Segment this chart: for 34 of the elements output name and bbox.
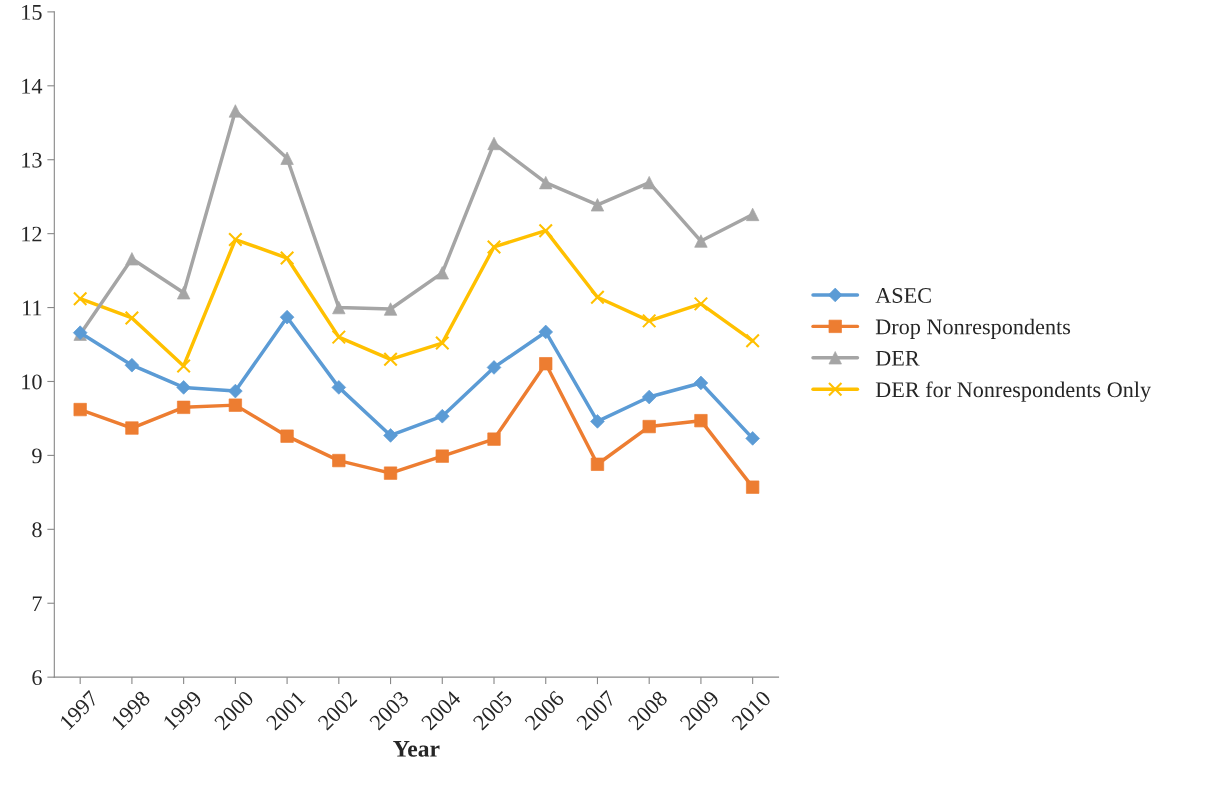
y-tick-label: 13 (22, 152, 42, 168)
y-tick-label: 6 (32, 670, 42, 686)
point (693, 296, 709, 312)
y-tick-label: 12 (22, 226, 42, 242)
point (331, 329, 347, 345)
y-tick-label: 15 (22, 4, 42, 20)
y-tick-label: 10 (22, 374, 42, 390)
legend-label: DER for Nonrespondents Only (875, 381, 1152, 402)
point (124, 310, 140, 326)
point (176, 358, 191, 374)
point (538, 223, 554, 238)
point (538, 324, 553, 340)
y-tick-label: 9 (32, 448, 42, 464)
y-tick-label: 7 (32, 596, 42, 611)
point (590, 457, 605, 471)
legend-label: DER (875, 351, 920, 366)
x-axis-title: Year (393, 741, 440, 757)
point (279, 250, 295, 266)
point (486, 239, 502, 255)
y-tick-label: 14 (22, 78, 43, 94)
point (641, 313, 657, 329)
point (331, 380, 347, 395)
point (72, 291, 88, 306)
y-tick-label: 11 (23, 300, 42, 316)
point (434, 335, 450, 351)
legend-label: ASEC (875, 288, 931, 303)
point (228, 232, 243, 247)
point (745, 333, 760, 349)
point (590, 289, 605, 305)
legend-label: Drop Nonrespondents (875, 318, 1071, 339)
point (539, 357, 553, 371)
point (383, 352, 398, 367)
y-tick-label: 8 (32, 522, 42, 538)
point (228, 398, 242, 412)
